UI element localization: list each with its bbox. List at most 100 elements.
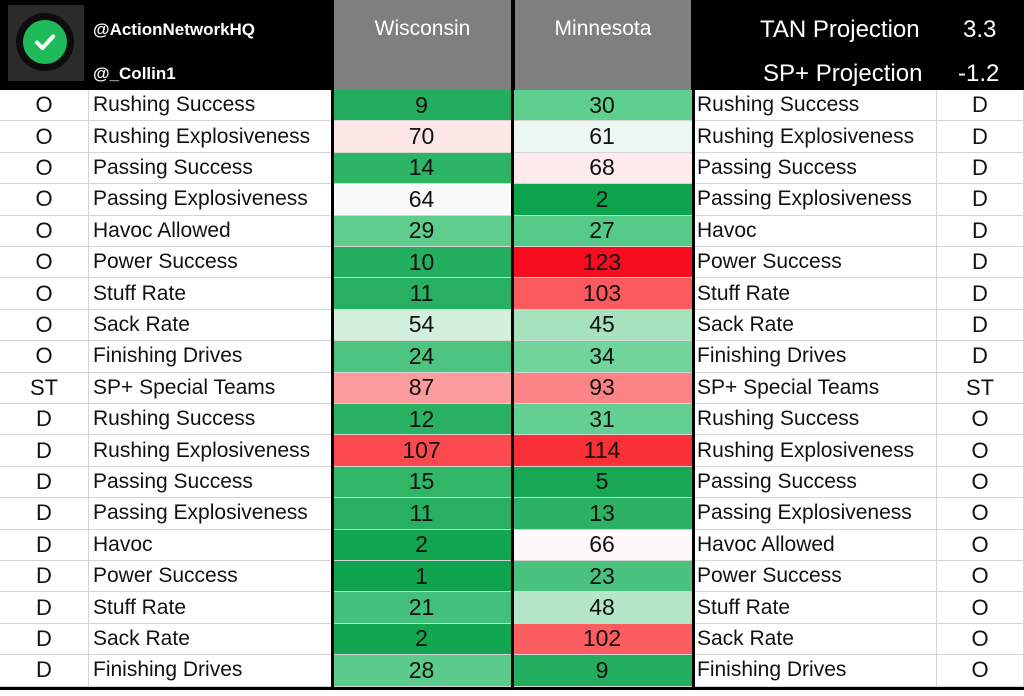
row-stat-label-opponent[interactable]: Rushing Success [693, 90, 937, 122]
row-stat-label-opponent[interactable]: SP+ Special Teams [693, 372, 937, 404]
row-stat-label-opponent[interactable]: Rushing Explosiveness [693, 435, 937, 467]
row-stat-label-opponent[interactable]: Rushing Explosiveness [693, 121, 937, 153]
minnesota-rank[interactable]: 23 [512, 561, 693, 593]
row-stat-label[interactable]: Finishing Drives [89, 655, 332, 687]
row-stat-label[interactable]: Finishing Drives [89, 341, 332, 373]
row-stat-label-opponent[interactable]: Power Success [693, 247, 937, 279]
row-stat-label[interactable]: Rushing Explosiveness [89, 435, 332, 467]
row-side-opponent[interactable]: O [937, 592, 1024, 624]
row-stat-label[interactable]: Stuff Rate [89, 278, 332, 310]
row-side[interactable]: O [0, 309, 89, 342]
minnesota-rank[interactable]: 93 [512, 372, 693, 404]
minnesota-rank[interactable]: 31 [512, 404, 693, 436]
row-stat-label[interactable]: Passing Success [89, 466, 332, 499]
wisconsin-rank[interactable]: 29 [332, 215, 512, 247]
row-stat-label[interactable]: SP+ Special Teams [89, 372, 332, 404]
wisconsin-rank[interactable]: 28 [332, 655, 512, 687]
row-stat-label[interactable]: Rushing Success [89, 90, 332, 122]
row-side[interactable]: D [0, 623, 89, 656]
row-side[interactable]: D [0, 592, 89, 624]
row-side-opponent[interactable]: O [937, 435, 1024, 467]
row-side-opponent[interactable]: D [937, 121, 1024, 153]
row-stat-label-opponent[interactable]: Stuff Rate [693, 592, 937, 624]
minnesota-rank[interactable]: 27 [512, 215, 693, 247]
row-stat-label-opponent[interactable]: Finishing Drives [693, 341, 937, 373]
row-stat-label-opponent[interactable]: Stuff Rate [693, 278, 937, 310]
row-side-opponent[interactable]: D [937, 309, 1024, 342]
row-stat-label[interactable]: Passing Explosiveness [89, 184, 332, 216]
minnesota-rank[interactable]: 13 [512, 498, 693, 530]
row-side-opponent[interactable]: D [937, 152, 1024, 185]
wisconsin-rank[interactable]: 1 [332, 561, 512, 593]
row-side[interactable]: O [0, 90, 89, 122]
row-side[interactable]: ST [0, 372, 89, 404]
row-side[interactable]: D [0, 561, 89, 593]
minnesota-rank[interactable]: 48 [512, 592, 693, 624]
row-side[interactable]: D [0, 498, 89, 530]
row-stat-label[interactable]: Rushing Success [89, 404, 332, 436]
minnesota-rank[interactable]: 66 [512, 529, 693, 561]
wisconsin-rank[interactable]: 12 [332, 404, 512, 436]
row-side-opponent[interactable]: O [937, 623, 1024, 656]
row-stat-label[interactable]: Power Success [89, 247, 332, 279]
wisconsin-rank[interactable]: 64 [332, 184, 512, 216]
row-side-opponent[interactable]: D [937, 341, 1024, 373]
row-stat-label[interactable]: Rushing Explosiveness [89, 121, 332, 153]
row-side-opponent[interactable]: ST [937, 372, 1024, 404]
row-stat-label[interactable]: Havoc Allowed [89, 215, 332, 247]
row-side-opponent[interactable]: D [937, 184, 1024, 216]
row-side-opponent[interactable]: D [937, 247, 1024, 279]
wisconsin-rank[interactable]: 2 [332, 529, 512, 561]
row-side[interactable]: D [0, 529, 89, 561]
row-side-opponent[interactable]: O [937, 466, 1024, 499]
row-stat-label[interactable]: Havoc [89, 529, 332, 561]
row-stat-label-opponent[interactable]: Power Success [693, 561, 937, 593]
row-stat-label[interactable]: Power Success [89, 561, 332, 593]
minnesota-rank[interactable]: 114 [512, 435, 693, 467]
row-side[interactable]: O [0, 341, 89, 373]
wisconsin-rank[interactable]: 9 [332, 90, 512, 122]
row-stat-label-opponent[interactable]: Passing Explosiveness [693, 498, 937, 530]
row-side[interactable]: D [0, 435, 89, 467]
row-side-opponent[interactable]: O [937, 404, 1024, 436]
minnesota-rank[interactable]: 123 [512, 247, 693, 279]
row-side-opponent[interactable]: O [937, 529, 1024, 561]
wisconsin-rank[interactable]: 70 [332, 121, 512, 153]
row-side[interactable]: O [0, 215, 89, 247]
row-stat-label-opponent[interactable]: Passing Success [693, 152, 937, 185]
minnesota-rank[interactable]: 30 [512, 90, 693, 122]
row-stat-label[interactable]: Stuff Rate [89, 592, 332, 624]
row-side-opponent[interactable]: O [937, 655, 1024, 687]
row-stat-label[interactable]: Passing Explosiveness [89, 498, 332, 530]
row-stat-label-opponent[interactable]: Sack Rate [693, 309, 937, 342]
minnesota-rank[interactable]: 102 [512, 623, 693, 656]
wisconsin-rank[interactable]: 2 [332, 623, 512, 656]
row-side[interactable]: D [0, 466, 89, 499]
row-stat-label-opponent[interactable]: Passing Explosiveness [693, 184, 937, 216]
wisconsin-rank[interactable]: 14 [332, 152, 512, 185]
row-side-opponent[interactable]: D [937, 215, 1024, 247]
row-side[interactable]: D [0, 404, 89, 436]
row-side[interactable]: O [0, 184, 89, 216]
wisconsin-rank[interactable]: 11 [332, 498, 512, 530]
row-stat-label-opponent[interactable]: Passing Success [693, 466, 937, 499]
row-side[interactable]: O [0, 247, 89, 279]
row-stat-label-opponent[interactable]: Havoc Allowed [693, 529, 937, 561]
row-stat-label-opponent[interactable]: Finishing Drives [693, 655, 937, 687]
minnesota-rank[interactable]: 34 [512, 341, 693, 373]
wisconsin-rank[interactable]: 107 [332, 435, 512, 467]
row-stat-label-opponent[interactable]: Rushing Success [693, 404, 937, 436]
minnesota-rank[interactable]: 5 [512, 466, 693, 499]
minnesota-rank[interactable]: 2 [512, 184, 693, 216]
row-stat-label[interactable]: Passing Success [89, 152, 332, 185]
row-side[interactable]: D [0, 655, 89, 687]
row-side[interactable]: O [0, 152, 89, 185]
wisconsin-rank[interactable]: 10 [332, 247, 512, 279]
row-side-opponent[interactable]: D [937, 278, 1024, 310]
minnesota-rank[interactable]: 61 [512, 121, 693, 153]
wisconsin-rank[interactable]: 15 [332, 466, 512, 499]
minnesota-rank[interactable]: 9 [512, 655, 693, 687]
row-stat-label-opponent[interactable]: Sack Rate [693, 623, 937, 656]
wisconsin-rank[interactable]: 11 [332, 278, 512, 310]
row-stat-label-opponent[interactable]: Havoc [693, 215, 937, 247]
